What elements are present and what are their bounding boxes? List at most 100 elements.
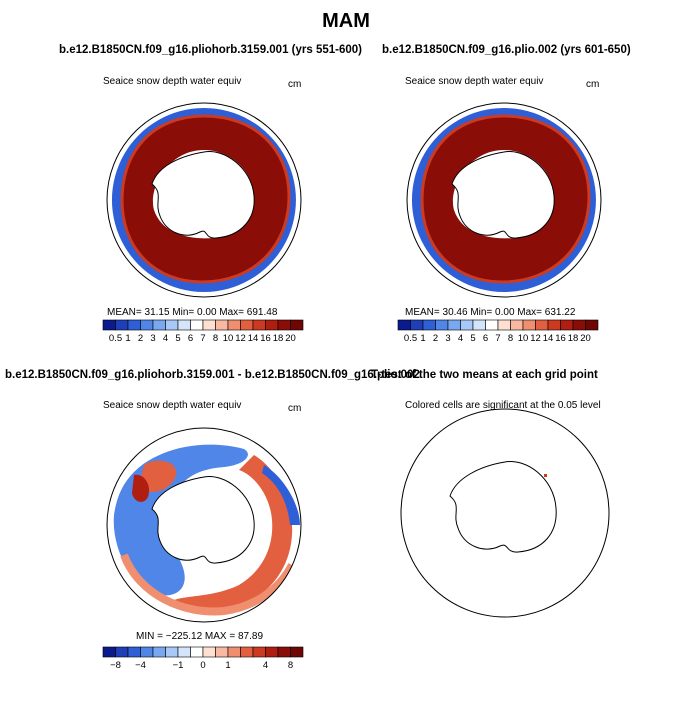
- panel-1-colorbar-tick-label: 8: [213, 333, 218, 344]
- panel-1-colorbar-swatch: [265, 319, 279, 331]
- panel-2-subtitle: Seaice snow depth water equiv: [405, 76, 544, 87]
- panel-3-diff-orange-ring: [120, 553, 296, 616]
- panel-1-colorbar-tick-label: 0.5: [109, 333, 122, 344]
- panel-3-colorbar-tick-label: 1: [225, 660, 230, 671]
- panel-2-title: b.e12.B1850CN.f09_g16.plio.002 (yrs 601-…: [382, 44, 631, 56]
- panel-3-diff-red-region: [139, 455, 293, 613]
- panel-1-colorbar-tick-label: 14: [248, 333, 259, 344]
- panel-2-colorbar-swatch: [422, 319, 436, 331]
- panel-1-colorbar-swatch: [215, 319, 229, 331]
- panel-2-colorbar-swatch: [472, 319, 486, 331]
- panel-1-title: b.e12.B1850CN.f09_g16.pliohorb.3159.001 …: [59, 44, 362, 56]
- panel-1-colorbar-swatch: [240, 319, 254, 331]
- panel-3-colorbar-swatch: [290, 646, 304, 658]
- panel-1-colorbar-tick-label: 6: [188, 333, 193, 344]
- panel-3-diff-blue-outer: [262, 465, 300, 525]
- panel-1-colorbar-swatch: [102, 319, 116, 331]
- panel-2-colorbar: 0.5 1 2 3 4 5 6 7 8 10 12 14 16 18 20: [397, 319, 599, 344]
- panel-3-colorbar-swatch: [277, 646, 291, 658]
- panel-3-colorbar-swatch: [152, 646, 166, 658]
- panel-1-colorbar-swatch: [190, 319, 204, 331]
- panel-1-colorbar-tick-label: 2: [138, 333, 143, 344]
- panel-3-colorbar-tick-label: 4: [263, 660, 268, 671]
- panel-2-colorbar-swatch: [410, 319, 424, 331]
- panel-1-colorbar-swatch: [227, 319, 241, 331]
- panel-3-colorbar-tick-label: −8: [110, 660, 121, 671]
- panel-1-colorbar-swatch: [252, 319, 266, 331]
- panel-4-map: [400, 408, 610, 618]
- panel-3-units: cm: [288, 403, 302, 414]
- panel-2-colorbar-tick-label: 16: [555, 333, 566, 344]
- panel-3-colorbar-swatch: [252, 646, 266, 658]
- panel-2-colorbar-tick-label: 4: [458, 333, 463, 344]
- panel-1-colorbar-swatch: [177, 319, 191, 331]
- panel-3-colorbar-swatch: [127, 646, 141, 658]
- panel-1-colorbar-tick-label: 5: [175, 333, 180, 344]
- panel-2-stats: MEAN= 30.46 Min= 0.00 Max= 631.22: [405, 307, 576, 318]
- panel-2-colorbar-swatch: [497, 319, 511, 331]
- panel-1-ice-orange-edge: [120, 114, 291, 284]
- panel-3-colorbar-swatch: [115, 646, 129, 658]
- panel-1-antarctica: [151, 151, 255, 239]
- panel-2-colorbar-tick-label: 0.5: [404, 333, 417, 344]
- panel-2-colorbar-tick-label: 6: [483, 333, 488, 344]
- panel-3-colorbar-swatch: [177, 646, 191, 658]
- panel-4-antarctica: [449, 461, 557, 553]
- panel-2-colorbar-tick-label: 10: [518, 333, 529, 344]
- panel-2-colorbar-swatch: [547, 319, 561, 331]
- panel-1-colorbar-tick-label: 16: [260, 333, 271, 344]
- panel-3-colorbar-swatch: [240, 646, 254, 658]
- panel-1-map: [106, 102, 302, 298]
- panel-3-stats: MIN = −225.12 MAX = 87.89: [136, 631, 264, 642]
- panel-1-colorbar-swatch: [127, 319, 141, 331]
- panel-2-colorbar-tick-label: 8: [508, 333, 513, 344]
- panel-2-colorbar-swatch: [560, 319, 574, 331]
- panel-2-colorbar-tick-label: 18: [568, 333, 579, 344]
- panel-3-colorbar-swatch: [190, 646, 204, 658]
- panel-3-map: [106, 427, 302, 623]
- panel-3-title: b.e12.B1850CN.f09_g16.pliohorb.3159.001 …: [5, 369, 420, 381]
- panel-1-colorbar-swatch: [115, 319, 129, 331]
- panel-1-colorbar: 0.5 1 2 3 4 5 6 7 8 10 12 14 16 18 20: [102, 319, 304, 344]
- panel-2-colorbar-tick-label: 3: [445, 333, 450, 344]
- figure-title: MAM: [322, 10, 370, 32]
- panel-1-colorbar-tick-label: 18: [273, 333, 284, 344]
- panel-1-colorbar-swatch: [165, 319, 179, 331]
- panel-1-colorbar-swatch: [277, 319, 291, 331]
- panel-1-stats: MEAN= 31.15 Min= 0.00 Max= 691.48: [107, 307, 278, 318]
- panel-2-colorbar-swatch: [522, 319, 536, 331]
- panel-2-colorbar-swatch: [397, 319, 411, 331]
- panel-1-colorbar-swatch: [202, 319, 216, 331]
- panel-2-colorbar-swatch: [510, 319, 524, 331]
- panel-1-colorbar-tick-label: 20: [285, 333, 296, 344]
- panel-3-colorbar-swatch: [140, 646, 154, 658]
- panel-3-colorbar-swatch: [215, 646, 229, 658]
- panel-1-colorbar-swatch: [140, 319, 154, 331]
- panel-3-colorbar-swatch: [165, 646, 179, 658]
- panel-2-colorbar-swatch: [460, 319, 474, 331]
- panel-4-significant-cell: [544, 474, 547, 477]
- panel-3-colorbar-swatch: [227, 646, 241, 658]
- panel-3-colorbar-tick-label: 0: [200, 660, 205, 671]
- panel-2-colorbar-tick-label: 2: [433, 333, 438, 344]
- panel-3-colorbar-tick-label: −4: [135, 660, 146, 671]
- panel-2-colorbar-swatch: [585, 319, 599, 331]
- panel-2-colorbar-tick-label: 7: [495, 333, 500, 344]
- panel-2-colorbar-swatch: [447, 319, 461, 331]
- panel-1-colorbar-swatch: [152, 319, 166, 331]
- panel-1-colorbar-tick-label: 1: [125, 333, 130, 344]
- panel-4-subtitle: Colored cells are significant at the 0.0…: [405, 400, 601, 411]
- panel-3-colorbar-swatch: [102, 646, 116, 658]
- panel-1-ice-red-band: [122, 116, 289, 282]
- panel-1-units: cm: [288, 79, 302, 90]
- panel-2-colorbar-swatch: [572, 319, 586, 331]
- panel-3-colorbar-tick-label: 8: [288, 660, 293, 671]
- panel-1-colorbar-tick-label: 10: [223, 333, 234, 344]
- panel-3-colorbar-swatch: [202, 646, 216, 658]
- panel-2-ice-orange-edge: [420, 114, 591, 284]
- panel-2-colorbar-tick-label: 14: [543, 333, 554, 344]
- panel-1-colorbar-swatch: [290, 319, 304, 331]
- panel-1-colorbar-tick-label: 7: [200, 333, 205, 344]
- panel-3-colorbar: −8 −4 −1 0 1 4 8: [102, 646, 304, 671]
- panel-3-antarctica: [151, 476, 255, 564]
